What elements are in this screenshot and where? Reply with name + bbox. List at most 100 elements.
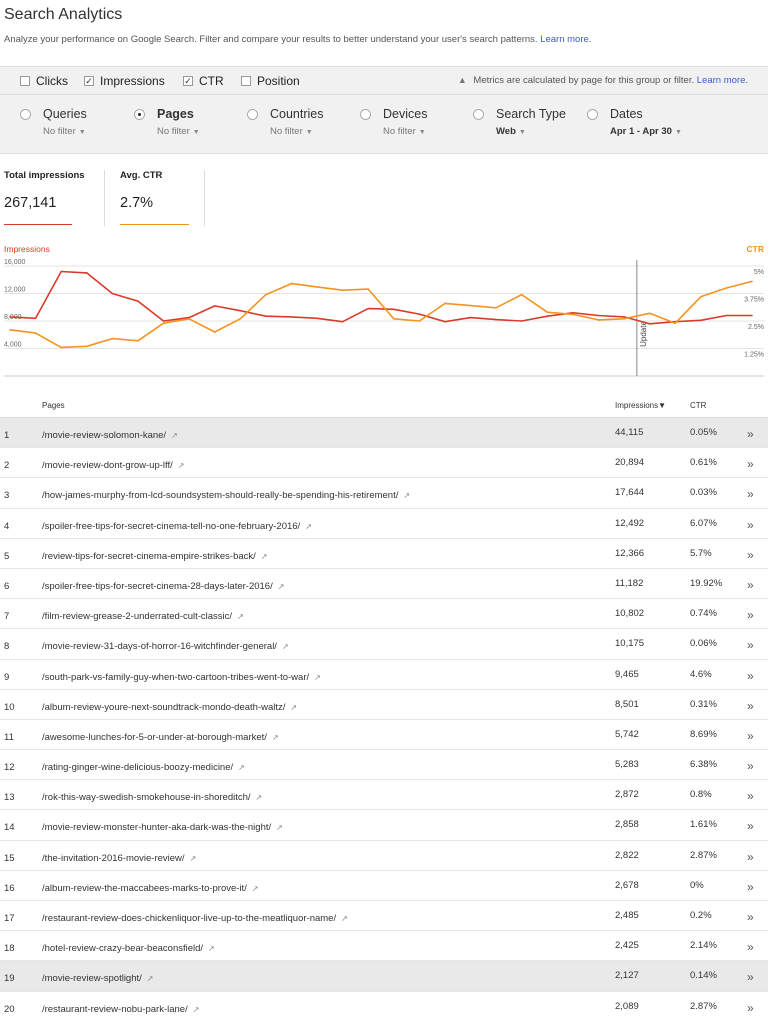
- table-row[interactable]: 5/review-tips-for-secret-cinema-empire-s…: [0, 539, 768, 569]
- clicks-checkbox[interactable]: Clicks: [20, 74, 68, 88]
- table-row[interactable]: 14/movie-review-monster-hunter-aka-dark-…: [0, 810, 768, 841]
- ctr-checkbox[interactable]: ✓ CTR: [183, 74, 224, 88]
- external-link-icon[interactable]: ↗: [305, 521, 312, 531]
- page-url[interactable]: /hotel-review-crazy-bear-beaconsfield/ ↗: [42, 943, 215, 954]
- external-link-icon[interactable]: ↗: [271, 732, 279, 742]
- double-chevron-right-icon[interactable]: »: [747, 879, 754, 894]
- table-row[interactable]: 4/spoiler-free-tips-for-secret-cinema-te…: [0, 509, 768, 539]
- total-impressions-card[interactable]: Total impressions 267,141: [4, 170, 94, 226]
- table-row[interactable]: 10/album-review-youre-next-soundtrack-mo…: [0, 690, 768, 720]
- external-link-icon[interactable]: ↗: [290, 702, 298, 712]
- page-url[interactable]: /how-james-murphy-from-lcd-soundsystem-s…: [42, 490, 410, 501]
- page-url[interactable]: /rating-ginger-wine-delicious-boozy-medi…: [42, 762, 245, 773]
- external-link-icon[interactable]: ↗: [251, 883, 259, 893]
- double-chevron-right-icon[interactable]: »: [747, 759, 754, 774]
- col-header-impressions[interactable]: Impressions▼: [615, 401, 666, 410]
- table-row[interactable]: 2/movie-review-dont-grow-up-lff/ ↗ 20,894 0…: [0, 448, 768, 479]
- col-header-pages[interactable]: Pages: [42, 401, 65, 410]
- table-row[interactable]: 16/album-review-the-maccabees-marks-to-p…: [0, 871, 768, 901]
- impressions-checkbox[interactable]: ✓ Impressions: [84, 74, 165, 88]
- double-chevron-right-icon[interactable]: »: [747, 487, 754, 502]
- table-row[interactable]: 20/restaurant-review-nobu-park-lane/ ↗ 2,0…: [0, 992, 768, 1021]
- table-row[interactable]: 8/movie-review-31-days-of-horror-16-witc…: [0, 629, 768, 660]
- page-url[interactable]: /movie-review-monster-hunter-aka-dark-wa…: [42, 822, 283, 833]
- external-link-icon[interactable]: ↗: [208, 944, 215, 954]
- table-row[interactable]: 12/rating-ginger-wine-delicious-boozy-me…: [0, 750, 768, 781]
- double-chevron-right-icon[interactable]: »: [747, 577, 754, 592]
- double-chevron-right-icon[interactable]: »: [747, 517, 754, 532]
- page-url[interactable]: /spoiler-free-tips-for-secret-cinema-28-…: [42, 581, 284, 592]
- table-row[interactable]: 7/film-review-grease-2-underrated-cult-c…: [0, 599, 768, 630]
- avg-ctr-card[interactable]: Avg. CTR 2.7%: [120, 170, 200, 226]
- table-row[interactable]: 17/restaurant-review-does-chickenliquor-…: [0, 901, 768, 932]
- external-link-icon[interactable]: ↗: [276, 823, 283, 833]
- double-chevron-right-icon[interactable]: »: [747, 668, 754, 683]
- external-link-icon[interactable]: ↗: [238, 763, 245, 773]
- external-link-icon[interactable]: ↗: [192, 1004, 200, 1014]
- page-url[interactable]: /south-park-vs-family-guy-when-two-carto…: [42, 672, 321, 683]
- page-url[interactable]: /spoiler-free-tips-for-secret-cinema-tel…: [42, 521, 312, 532]
- double-chevron-right-icon[interactable]: »: [747, 970, 754, 985]
- table-row[interactable]: 11/awesome-lunches-for-5-or-under-at-bor…: [0, 720, 768, 751]
- col-header-ctr[interactable]: CTR: [690, 401, 707, 410]
- table-row[interactable]: 3/how-james-murphy-from-lcd-soundsystem-…: [0, 478, 768, 509]
- table-row[interactable]: 6/spoiler-free-tips-for-secret-cinema-28…: [0, 569, 768, 600]
- page-url[interactable]: /rok-this-way-swedish-smokehouse-in-shor…: [42, 792, 262, 803]
- page-url[interactable]: /awesome-lunches-for-5-or-under-at-borou…: [42, 732, 279, 743]
- external-link-icon[interactable]: ↗: [281, 642, 289, 652]
- external-link-icon[interactable]: ↗: [146, 974, 154, 984]
- table-row[interactable]: 15/the-invitation-2016-movie-review/ ↗ 2,8…: [0, 841, 768, 871]
- radio-button[interactable]: [20, 109, 31, 120]
- radio-button[interactable]: [473, 109, 484, 120]
- page-url[interactable]: /movie-review-solomon-kane/ ↗: [42, 430, 178, 441]
- double-chevron-right-icon[interactable]: »: [747, 457, 754, 472]
- position-checkbox[interactable]: Position: [241, 74, 300, 88]
- page-url[interactable]: /album-review-the-maccabees-marks-to-pro…: [42, 883, 259, 894]
- page-url[interactable]: /movie-review-dont-grow-up-lff/ ↗: [42, 460, 184, 471]
- table-row[interactable]: 9/south-park-vs-family-guy-when-two-cart…: [0, 660, 768, 690]
- external-link-icon[interactable]: ↗: [189, 853, 197, 863]
- table-row[interactable]: 13/rok-this-way-swedish-smokehouse-in-sh…: [0, 780, 768, 811]
- filter-dropdown[interactable]: No filter ▼: [270, 126, 313, 137]
- external-link-icon[interactable]: ↗: [277, 581, 285, 591]
- double-chevron-right-icon[interactable]: »: [747, 940, 754, 955]
- external-link-icon[interactable]: ↗: [260, 551, 268, 561]
- filter-dropdown[interactable]: Apr 1 - Apr 30 ▼: [610, 126, 682, 137]
- double-chevron-right-icon[interactable]: »: [747, 427, 754, 441]
- page-url[interactable]: /movie-review-spotlight/ ↗: [42, 973, 154, 984]
- learn-more-link[interactable]: Learn more.: [540, 34, 592, 45]
- radio-button[interactable]: [360, 109, 371, 120]
- external-link-icon[interactable]: ↗: [341, 914, 348, 923]
- external-link-icon[interactable]: ↗: [255, 793, 263, 803]
- external-link-icon[interactable]: ↗: [177, 461, 185, 471]
- page-url[interactable]: /restaurant-review-does-chickenliquor-li…: [42, 913, 348, 924]
- double-chevron-right-icon[interactable]: »: [747, 547, 754, 562]
- double-chevron-right-icon[interactable]: »: [747, 910, 754, 924]
- page-url[interactable]: /the-invitation-2016-movie-review/ ↗: [42, 853, 196, 864]
- page-url[interactable]: /restaurant-review-nobu-park-lane/ ↗: [42, 1004, 199, 1015]
- double-chevron-right-icon[interactable]: »: [747, 789, 754, 804]
- filter-dropdown[interactable]: Web ▼: [496, 126, 526, 137]
- table-row[interactable]: 1/movie-review-solomon-kane/ ↗ 44,115 0.05%…: [0, 418, 768, 449]
- double-chevron-right-icon[interactable]: »: [747, 698, 754, 713]
- radio-button-selected[interactable]: [134, 109, 145, 120]
- double-chevron-right-icon[interactable]: »: [747, 608, 754, 623]
- filter-dropdown[interactable]: No filter ▼: [157, 126, 200, 137]
- radio-button[interactable]: [587, 109, 598, 120]
- metrics-learn-more-link[interactable]: Learn more.: [696, 75, 748, 86]
- filter-dropdown[interactable]: No filter ▼: [383, 126, 426, 137]
- page-url[interactable]: /movie-review-31-days-of-horror-16-witch…: [42, 641, 289, 652]
- external-link-icon[interactable]: ↗: [171, 431, 178, 440]
- double-chevron-right-icon[interactable]: »: [747, 1000, 754, 1015]
- page-url[interactable]: /film-review-grease-2-underrated-cult-cl…: [42, 611, 244, 622]
- radio-button[interactable]: [247, 109, 258, 120]
- page-url[interactable]: /review-tips-for-secret-cinema-empire-st…: [42, 551, 268, 562]
- double-chevron-right-icon[interactable]: »: [747, 728, 754, 743]
- double-chevron-right-icon[interactable]: »: [747, 819, 754, 834]
- external-link-icon[interactable]: ↗: [403, 491, 411, 501]
- table-row[interactable]: 18/hotel-review-crazy-bear-beaconsfield/…: [0, 931, 768, 962]
- double-chevron-right-icon[interactable]: »: [747, 638, 754, 653]
- filter-dropdown[interactable]: No filter ▼: [43, 126, 86, 137]
- external-link-icon[interactable]: ↗: [314, 672, 321, 682]
- external-link-icon[interactable]: ↗: [237, 612, 244, 622]
